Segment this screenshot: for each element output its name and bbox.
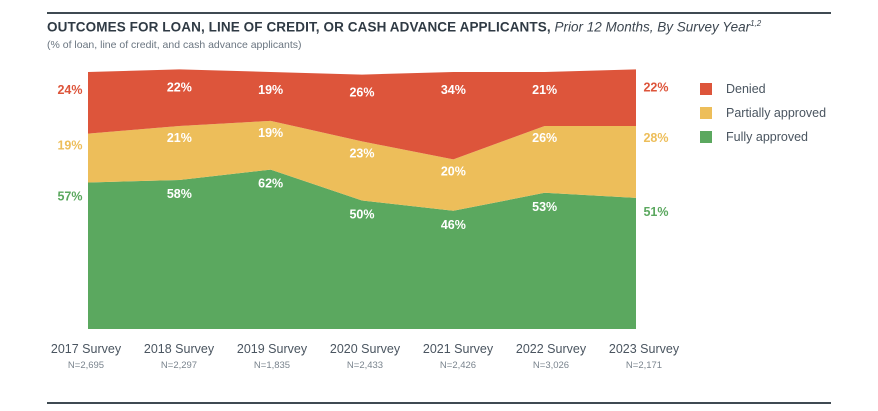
chart-legend: Denied Partially approved Fully approved bbox=[700, 77, 826, 149]
x-sample-size: N=2,695 bbox=[68, 360, 104, 371]
data-label-partially-approved: 19% bbox=[57, 139, 82, 153]
data-label-denied: 34% bbox=[441, 83, 466, 97]
chart-subtitle: (% of loan, line of credit, and cash adv… bbox=[47, 39, 302, 51]
data-label-partially-approved: 23% bbox=[349, 146, 374, 160]
legend-label-denied: Denied bbox=[726, 82, 766, 96]
x-tick-label: 2019 Survey bbox=[237, 342, 308, 356]
bottom-rule bbox=[47, 402, 831, 404]
area-fully-approved bbox=[88, 169, 636, 329]
x-sample-size: N=2,433 bbox=[347, 360, 383, 371]
x-sample-size: N=3,026 bbox=[533, 360, 569, 371]
legend-item-fully-approved: Fully approved bbox=[700, 125, 826, 149]
data-label-fully-approved: 58% bbox=[167, 187, 192, 201]
legend-label-fully-approved: Fully approved bbox=[726, 130, 808, 144]
top-rule bbox=[47, 12, 831, 14]
area-denied bbox=[88, 69, 636, 160]
area-partially-approved bbox=[88, 120, 636, 211]
data-label-denied: 22% bbox=[643, 80, 668, 94]
data-label-denied: 24% bbox=[57, 83, 82, 97]
x-sample-size: N=1,835 bbox=[254, 360, 290, 371]
legend-item-denied: Denied bbox=[700, 77, 826, 101]
legend-swatch-denied bbox=[700, 83, 712, 95]
data-label-partially-approved: 28% bbox=[643, 131, 668, 145]
chart-title-main: OUTCOMES FOR LOAN, LINE OF CREDIT, OR CA… bbox=[47, 19, 551, 35]
data-label-partially-approved: 26% bbox=[532, 131, 557, 145]
data-label-denied: 19% bbox=[258, 83, 283, 97]
data-label-partially-approved: 21% bbox=[167, 131, 192, 145]
x-sample-size: N=2,426 bbox=[440, 360, 476, 371]
data-label-denied: 26% bbox=[349, 86, 374, 100]
legend-item-partially-approved: Partially approved bbox=[700, 101, 826, 125]
data-label-fully-approved: 46% bbox=[441, 218, 466, 232]
legend-label-partially-approved: Partially approved bbox=[726, 106, 827, 120]
data-label-fully-approved: 53% bbox=[532, 200, 557, 214]
data-label-partially-approved: 20% bbox=[441, 164, 466, 178]
chart-title-footnote: 1,2 bbox=[750, 19, 762, 28]
legend-swatch-partially-approved bbox=[700, 107, 712, 119]
x-tick-label: 2021 Survey bbox=[423, 342, 494, 356]
x-tick-label: 2023 Survey bbox=[609, 342, 680, 356]
data-label-denied: 21% bbox=[532, 83, 557, 97]
x-sample-size: N=2,171 bbox=[626, 360, 662, 371]
x-sample-size: N=2,297 bbox=[161, 360, 197, 371]
data-label-fully-approved: 51% bbox=[643, 205, 668, 219]
x-tick-label: 2022 Survey bbox=[516, 342, 587, 356]
data-label-denied: 22% bbox=[167, 80, 192, 94]
chart-title: OUTCOMES FOR LOAN, LINE OF CREDIT, OR CA… bbox=[47, 19, 761, 35]
chart-title-sub: Prior 12 Months, By Survey Year bbox=[554, 19, 751, 35]
legend-swatch-fully-approved bbox=[700, 131, 712, 143]
x-tick-label: 2017 Survey bbox=[51, 342, 122, 356]
data-label-fully-approved: 62% bbox=[258, 177, 283, 191]
data-label-fully-approved: 57% bbox=[57, 190, 82, 204]
data-label-partially-approved: 19% bbox=[258, 126, 283, 140]
data-label-fully-approved: 50% bbox=[349, 208, 374, 222]
x-tick-label: 2020 Survey bbox=[330, 342, 401, 356]
x-tick-label: 2018 Survey bbox=[144, 342, 215, 356]
